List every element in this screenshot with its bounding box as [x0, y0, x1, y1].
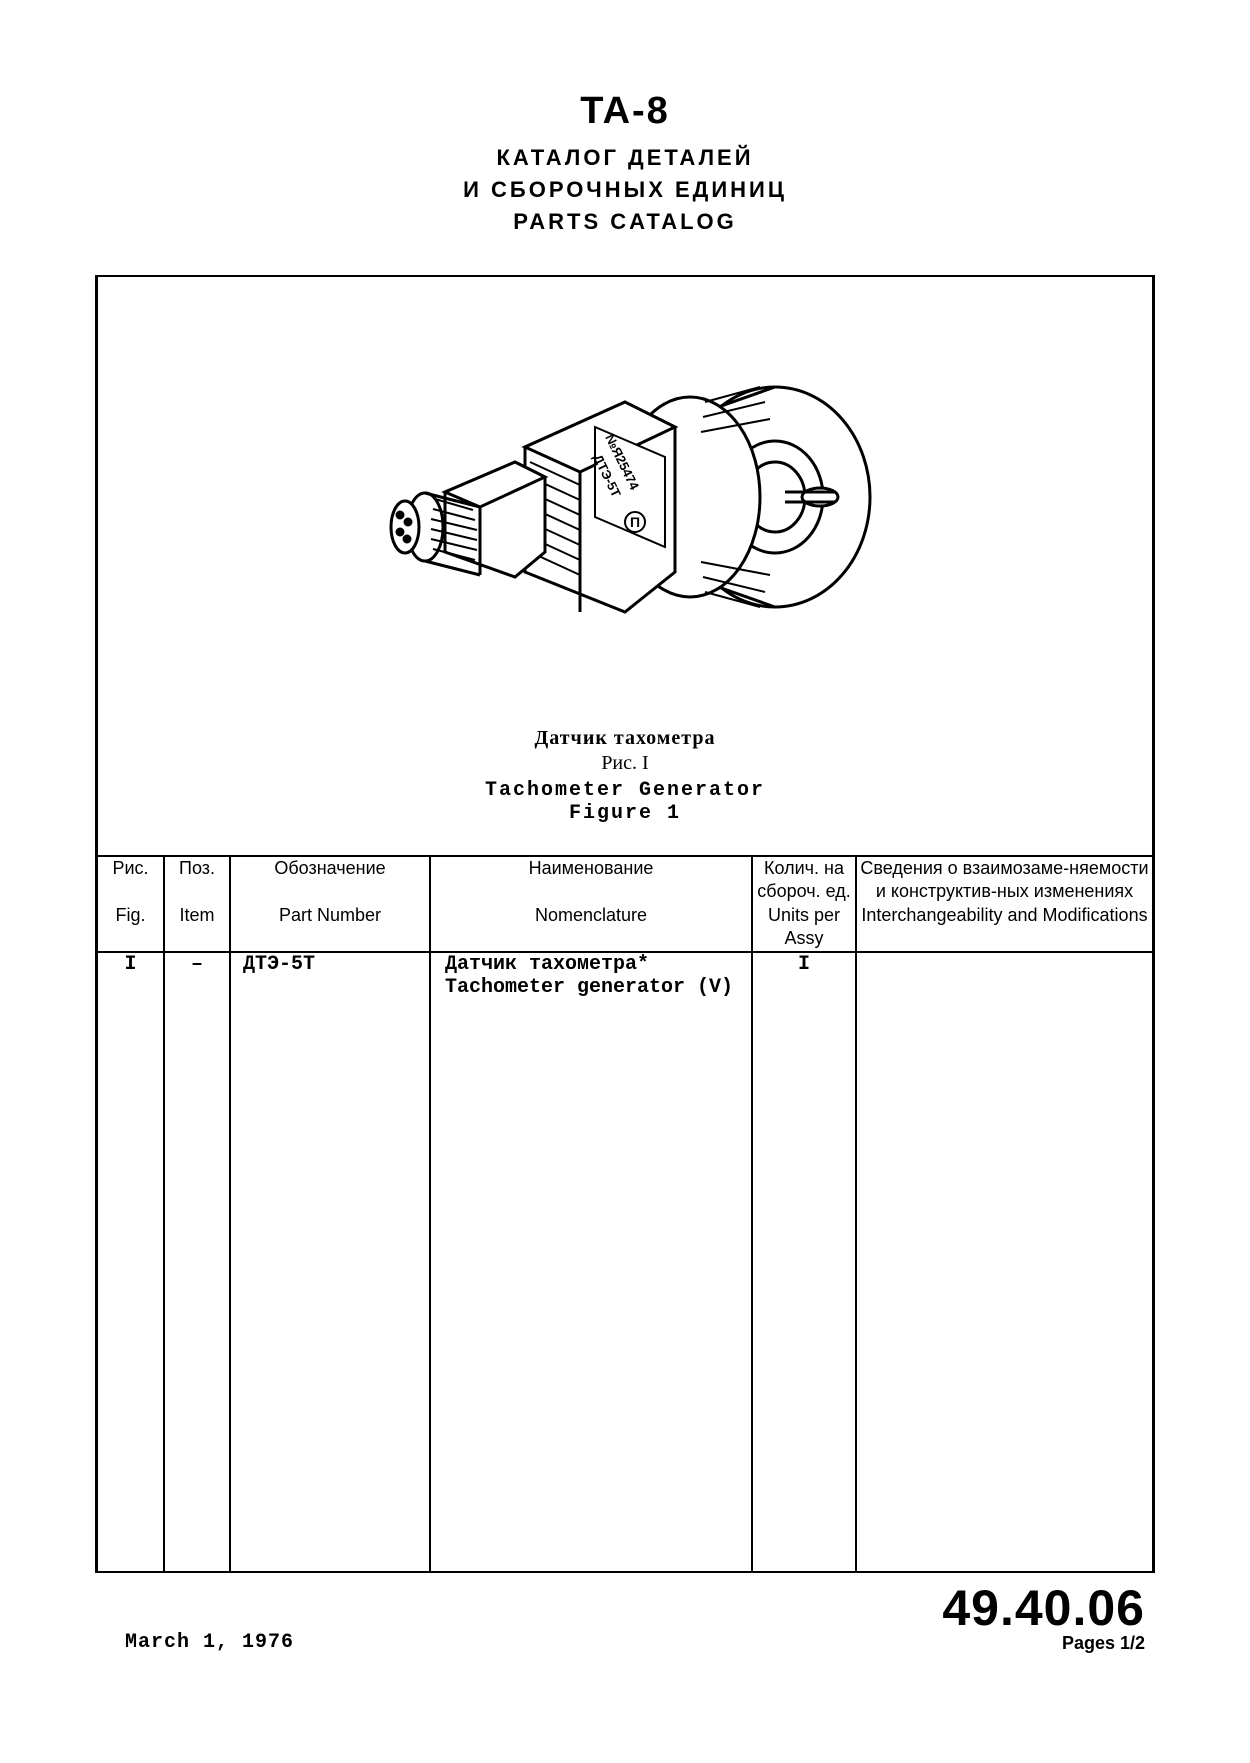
- cell-nomen-ru: Датчик тахометра*: [445, 953, 751, 976]
- subtitle-en: PARTS CATALOG: [95, 209, 1155, 235]
- page-footer: March 1, 1976 49.40.06 Pages 1/2: [95, 1573, 1155, 1654]
- cell-units: I: [752, 952, 856, 1572]
- figure-caption-ru-fig: Рис. I: [118, 752, 1132, 775]
- figure-box: №Я25474 ДТЭ-5Т П Датчик тахометра Рис. I…: [98, 277, 1152, 857]
- cell-fig: I: [98, 952, 164, 1572]
- figure-caption-en-fig: Figure 1: [118, 802, 1132, 825]
- col-fig-ru: Рис.: [98, 857, 164, 904]
- tachometer-generator-illustration: №Я25474 ДТЭ-5Т П: [305, 317, 945, 697]
- cell-partno: ДТЭ-5Т: [230, 952, 430, 1572]
- footer-right: 49.40.06 Pages 1/2: [942, 1583, 1145, 1654]
- table-header-en: Fig. Item Part Number Nomenclature Units…: [98, 904, 1152, 952]
- col-inter-ru: Сведения о взаимозаме-няемости и констру…: [856, 857, 1152, 904]
- page-header: TA-8 КАТАЛОГ ДЕТАЛЕЙ И СБОРОЧНЫХ ЕДИНИЦ …: [95, 90, 1155, 235]
- cell-nomen: Датчик тахометра* Tachometer generator (…: [430, 952, 752, 1572]
- subtitle-ru-2: И СБОРОЧНЫХ ЕДИНИЦ: [95, 177, 1155, 203]
- footer-pages: Pages 1/2: [942, 1633, 1145, 1654]
- col-fig-en: Fig.: [98, 904, 164, 952]
- col-inter-en: Interchangeability and Modifications: [856, 904, 1152, 952]
- content-frame: №Я25474 ДТЭ-5Т П Датчик тахометра Рис. I…: [95, 275, 1155, 1573]
- col-units-en: Units per Assy: [752, 904, 856, 952]
- cell-item: –: [164, 952, 230, 1572]
- col-units-ru: Колич. на сбороч. ед.: [752, 857, 856, 904]
- col-partno-en: Part Number: [230, 904, 430, 952]
- svg-text:П: П: [630, 514, 640, 530]
- parts-table: Рис. Поз. Обозначение Наименование Колич…: [98, 857, 1152, 1573]
- figure-caption-en-name: Tachometer Generator: [118, 779, 1132, 802]
- table-row: I – ДТЭ-5Т Датчик тахометра* Tachometer …: [98, 952, 1152, 1572]
- col-nomen-en: Nomenclature: [430, 904, 752, 952]
- col-item-en: Item: [164, 904, 230, 952]
- footer-date: March 1, 1976: [125, 1631, 294, 1654]
- col-partno-ru: Обозначение: [230, 857, 430, 904]
- subtitle-ru-1: КАТАЛОГ ДЕТАЛЕЙ: [95, 145, 1155, 171]
- table-header-ru: Рис. Поз. Обозначение Наименование Колич…: [98, 857, 1152, 904]
- cell-inter: [856, 952, 1152, 1572]
- col-nomen-ru: Наименование: [430, 857, 752, 904]
- figure-caption-ru-name: Датчик тахометра: [118, 727, 1132, 750]
- col-item-ru: Поз.: [164, 857, 230, 904]
- cell-nomen-en: Tachometer generator (V): [445, 976, 751, 999]
- footer-code: 49.40.06: [942, 1583, 1145, 1633]
- title: TA-8: [95, 90, 1155, 133]
